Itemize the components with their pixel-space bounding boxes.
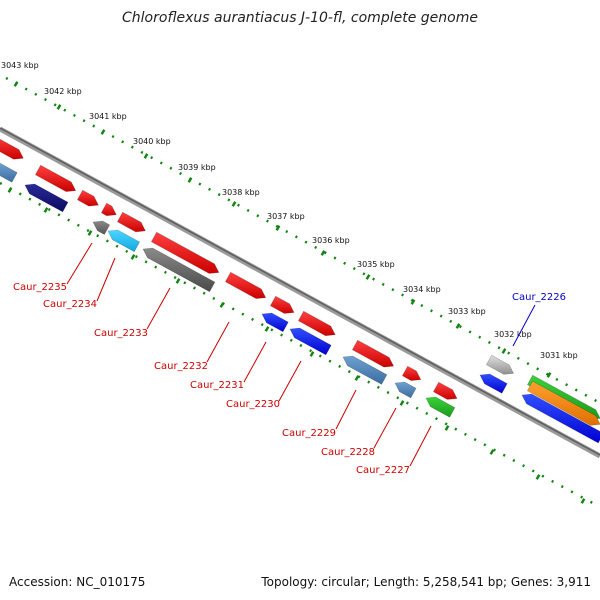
gene-arrow xyxy=(342,355,388,385)
gene-arrow xyxy=(76,189,99,207)
gene-arrow xyxy=(0,138,24,160)
gene-arrow xyxy=(269,295,295,314)
scale-major-tick xyxy=(56,104,62,110)
scale-major-tick xyxy=(275,225,281,231)
gene-arrow xyxy=(425,396,456,418)
gene-label: Caur_2227 xyxy=(356,465,410,476)
gene-arrow xyxy=(92,220,111,235)
scale-major-tick xyxy=(100,129,106,135)
gene-label-leader xyxy=(206,321,230,363)
inner-major-tick xyxy=(264,326,270,332)
inner-major-tick xyxy=(43,207,49,213)
scale-label: 3043 kbp xyxy=(1,61,39,70)
inner-major-tick xyxy=(219,302,225,308)
gene-arrow xyxy=(351,339,395,368)
gene-label-leader xyxy=(243,341,267,383)
gene-label: Caur_2234 xyxy=(43,299,97,310)
scale-label: 3032 kbp xyxy=(494,330,532,339)
gene-label: Caur_2226 xyxy=(512,292,566,303)
scale-label: 3035 kbp xyxy=(357,260,395,269)
scale-major-tick xyxy=(320,250,326,256)
gene-arrow xyxy=(100,202,117,217)
scale-label: 3031 kbp xyxy=(540,351,578,360)
genome-backbone xyxy=(0,126,600,459)
gene-arrow xyxy=(224,271,267,299)
gene-label: Caur_2233 xyxy=(94,328,148,339)
gene-arrow xyxy=(401,365,422,381)
scale-label: 3036 kbp xyxy=(312,236,350,245)
inner-major-tick xyxy=(535,474,541,480)
inner-major-tick xyxy=(309,351,315,357)
inner-major-tick xyxy=(399,400,405,406)
scale-major-tick xyxy=(231,201,237,207)
gene-label-leader xyxy=(278,360,302,402)
scale-label: 3034 kbp xyxy=(403,285,441,294)
scale-label: 3042 kbp xyxy=(44,87,82,96)
inner-major-tick xyxy=(175,278,181,284)
scale-major-tick xyxy=(143,153,149,159)
gene-arrow xyxy=(297,310,336,337)
scale-major-tick xyxy=(410,299,416,305)
inner-major-tick xyxy=(7,187,13,193)
scale-label: 3039 kbp xyxy=(178,163,216,172)
gene-label: Caur_2229 xyxy=(282,428,336,439)
scale-label: 3040 kbp xyxy=(133,137,171,146)
genome-backbone-edge xyxy=(0,127,600,456)
inner-major-tick xyxy=(87,230,93,236)
gene-label: Caur_2232 xyxy=(154,361,208,372)
gene-label-leader xyxy=(96,257,116,302)
scale-major-tick xyxy=(187,177,193,183)
gene-label: Caur_2228 xyxy=(321,447,375,458)
inner-major-tick xyxy=(580,498,586,504)
gene-arrow xyxy=(485,354,515,375)
gene-label-leader xyxy=(373,407,397,449)
scale-label: 3037 kbp xyxy=(267,212,305,221)
gene-label: Caur_2231 xyxy=(190,380,244,391)
gene-arrow xyxy=(261,312,289,333)
accession-text: Accession: NC_010175 xyxy=(9,575,146,589)
gene-label-leader xyxy=(335,389,357,430)
gene-arrow xyxy=(24,183,69,213)
scale-major-tick xyxy=(13,81,19,87)
gene-arrow xyxy=(289,327,332,356)
scale-major-tick xyxy=(365,274,371,280)
gene-arrow xyxy=(150,231,220,274)
outer-scale-dots xyxy=(5,76,600,405)
gene-arrow xyxy=(142,247,216,293)
gene-label-leader xyxy=(66,242,93,285)
gene-label: Caur_2235 xyxy=(13,282,67,293)
gene-label: Caur_2230 xyxy=(226,399,280,410)
gene-arrow xyxy=(107,229,141,253)
gene-arrow xyxy=(34,164,77,192)
gene-arrow xyxy=(394,381,417,399)
inner-major-tick xyxy=(354,375,360,381)
scale-major-tick xyxy=(455,323,461,329)
topology-text: Topology: circular; Length: 5,258,541 bp… xyxy=(261,575,591,589)
gene-label-leader xyxy=(409,425,432,467)
gene-label-leader xyxy=(512,304,536,347)
scale-label: 3041 kbp xyxy=(89,112,127,121)
gene-arrow xyxy=(479,373,508,394)
inner-major-tick xyxy=(130,254,136,260)
gene-arrow xyxy=(0,162,18,183)
inner-major-tick xyxy=(489,449,495,455)
inner-major-tick xyxy=(444,425,450,431)
gene-arrow xyxy=(526,380,600,426)
genome-title: Chloroflexus aurantiacus J-10-fl, comple… xyxy=(122,10,478,26)
scale-label: 3033 kbp xyxy=(448,307,486,316)
gene-arrow xyxy=(116,211,146,233)
gene-arrow xyxy=(521,393,600,444)
scale-major-tick xyxy=(501,348,507,354)
gene-arrow xyxy=(432,381,458,400)
scale-label: 3038 kbp xyxy=(222,188,260,197)
scale-major-tick xyxy=(546,372,552,378)
gene-label-leader xyxy=(146,287,171,330)
